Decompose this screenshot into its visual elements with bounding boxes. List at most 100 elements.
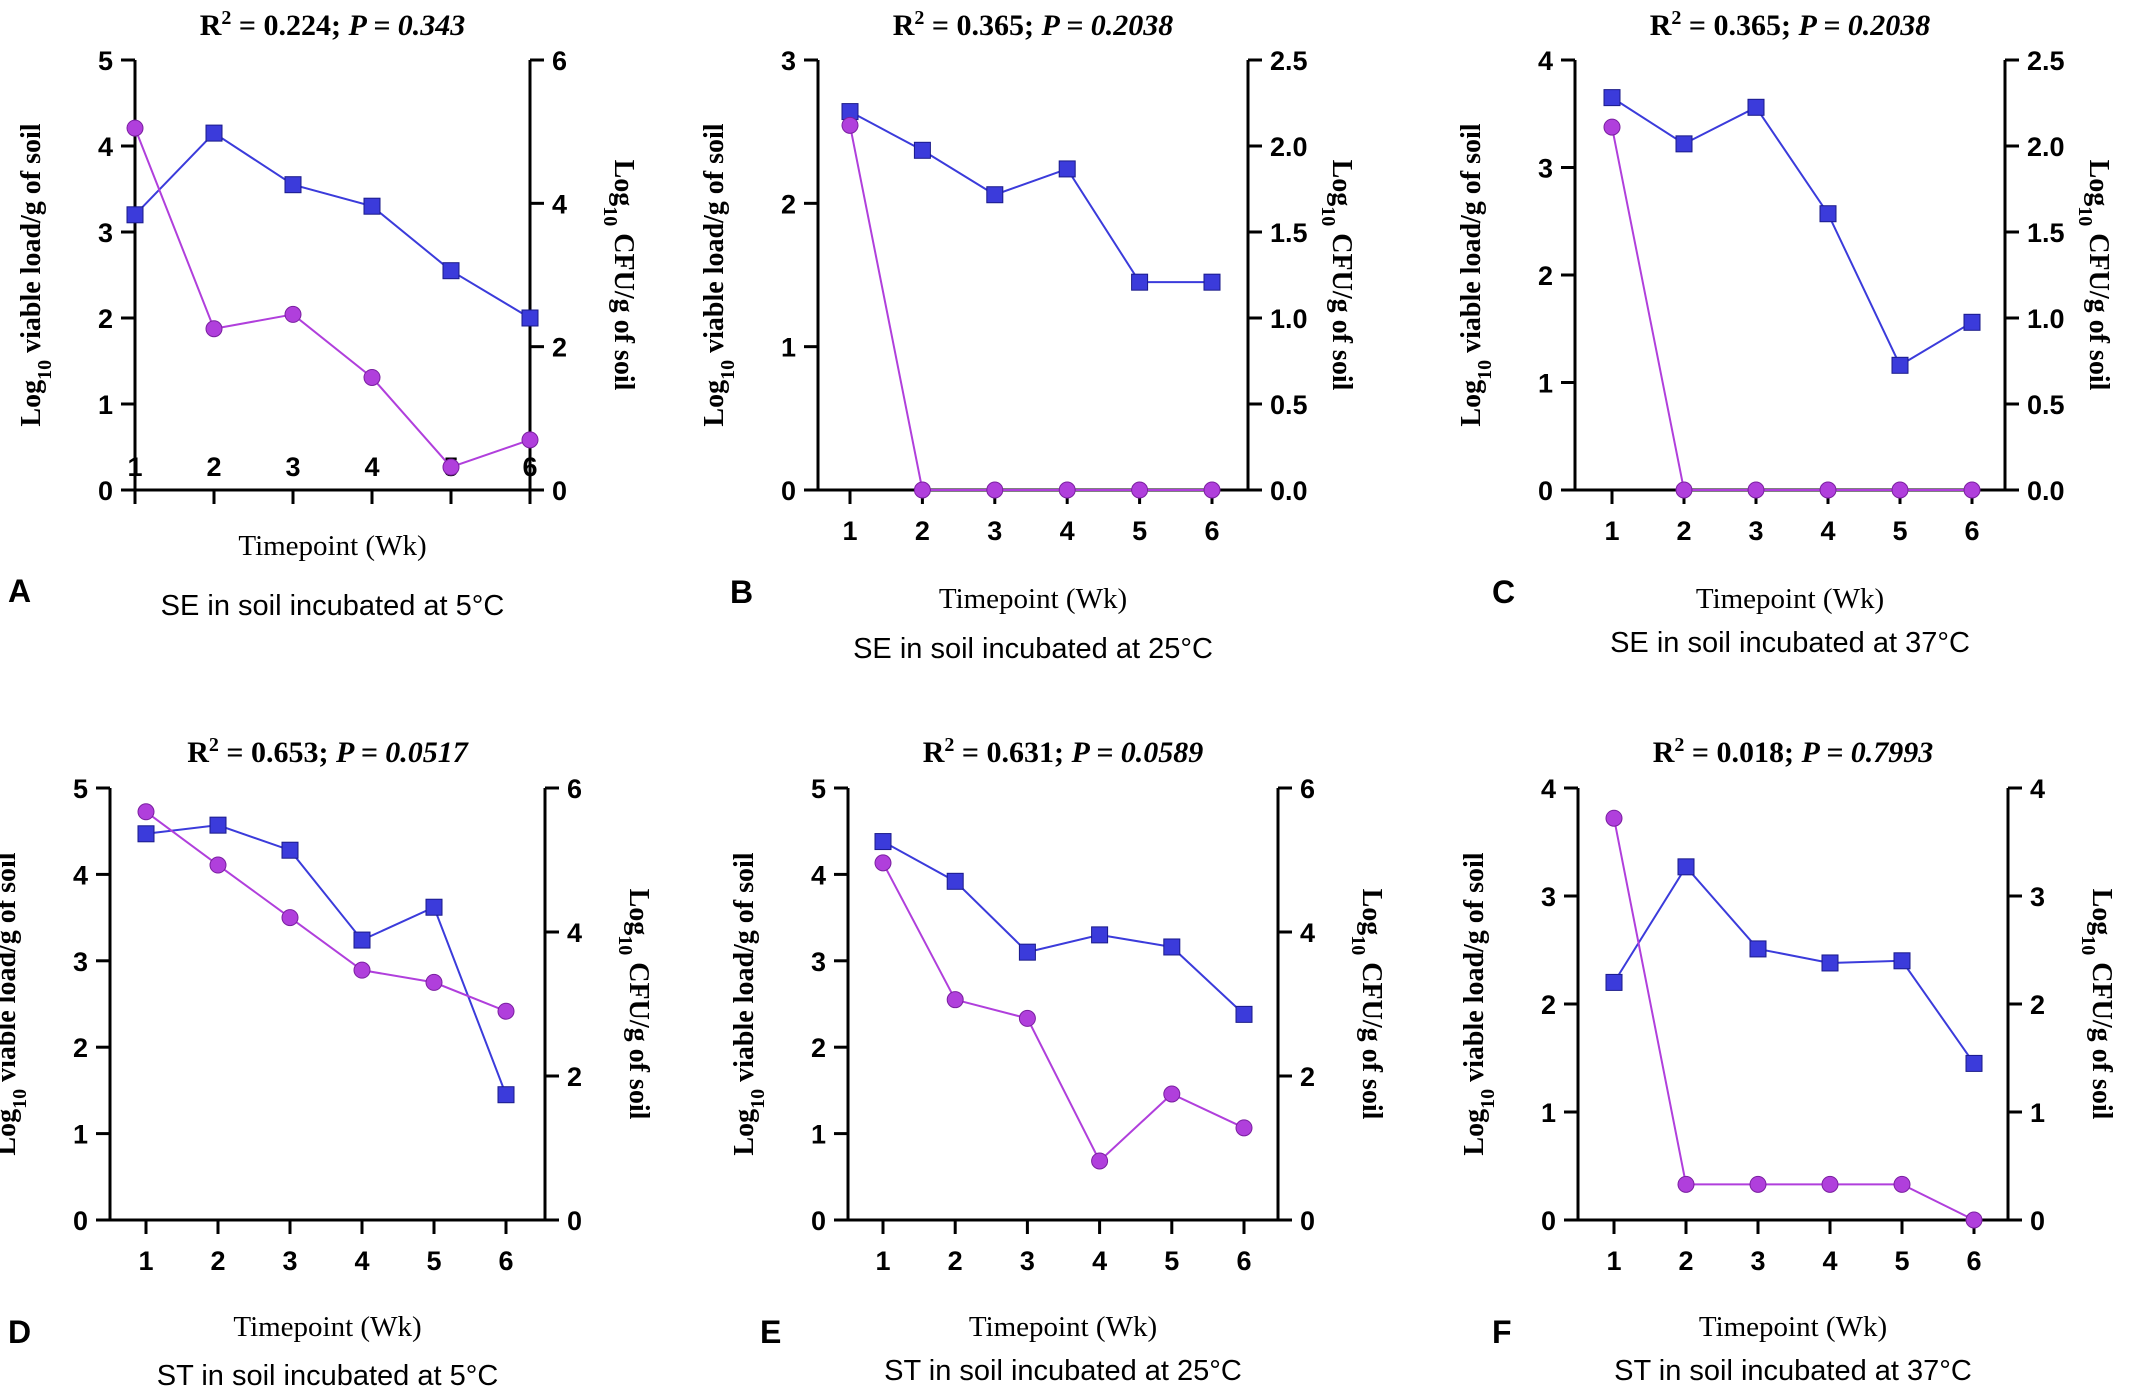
cfu-point [1891,481,1909,499]
left-y-title-subscript: 10 [1474,360,1496,380]
viable-load-point [1965,1054,1983,1072]
cfu-point [1131,481,1149,499]
x-tick-label: 6 [1964,516,1979,546]
title-r-symbol: R [200,9,222,42]
viable-load-point [126,206,144,224]
title-separator: ; [1784,736,1802,769]
cfu-point [1819,481,1837,499]
cfu-point [841,116,859,134]
viable-load-point [1203,273,1221,291]
viable-load-point [442,262,460,280]
cfu-point [1235,1119,1253,1137]
right-y-title-log: Log [2083,160,2114,207]
left-y-tick-label: 2 [98,304,113,334]
left-y-title-log: Log [729,1109,760,1156]
cfu-point [1603,118,1621,136]
cfu-series-line [145,810,507,1013]
left-y-tick-label: 4 [811,860,826,890]
x-tick-label: 5 [1164,1246,1179,1276]
right-y-tick-label: 4 [552,189,567,219]
right-y-tick-label: 0.5 [2027,390,2065,420]
title-r2-value: 0.631 [986,736,1054,769]
left-y-axis-title: Log10 viable load/g of soil [699,123,739,426]
title-r2-value: 0.365 [1713,9,1781,42]
left-y-tick-label: 3 [811,947,826,977]
title-p-value: 0.2038 [1848,9,1931,42]
viable-load-point [521,309,539,327]
title-r-symbol: R [187,736,209,769]
right-y-title-subscript: 10 [599,206,621,226]
cfu-point [1675,481,1693,499]
left-y-axis-title: Log10 viable load/g of soil [1456,123,1496,426]
x-tick-label: 1 [127,452,142,482]
cfu-point [281,909,299,927]
viable-load-point [497,1086,515,1104]
left-y-tick-label: 0 [73,1206,88,1236]
viable-load-point [1677,858,1695,876]
x-tick-label: 3 [285,452,300,482]
right-y-title-text: CFU/g of soil [623,955,654,1119]
left-y-tick-label: 1 [73,1120,88,1150]
left-y-tick-label: 1 [781,333,796,363]
title-r-symbol: R [1653,736,1675,769]
x-tick-label: 2 [206,452,221,482]
cfu-series-line [1611,126,1972,491]
viable-load-series-line [849,110,1212,284]
left-y-title-subscript: 10 [1477,1089,1499,1109]
cfu-series-line [1613,818,1975,1221]
title-p-symbol: P [1797,9,1817,42]
x-tick-label: 3 [1020,1246,1035,1276]
chart-title: R2 = 0.224; P = 0.343 [200,7,466,42]
panel-letter: C [1492,574,1515,610]
right-y-title-subscript: 10 [1317,206,1339,226]
viable-load-point [1235,1005,1253,1023]
cfu-point [363,368,381,386]
x-tick-label: 5 [1892,516,1907,546]
viable-load-point [209,816,227,834]
right-y-tick-label: 2 [567,1062,582,1092]
panel-letter: A [8,573,31,609]
right-y-tick-label: 0 [567,1206,582,1236]
title-p-symbol: P [1070,736,1090,769]
left-y-tick-label: 5 [73,774,88,804]
right-y-axis-title: Log10 CFU/g of soil [1317,160,1357,391]
right-y-title-text: CFU/g of soil [2083,226,2114,390]
right-y-title-subscript: 10 [2077,935,2099,955]
title-p-value: 0.0589 [1121,736,1204,769]
left-y-title-text: viable load/g of soil [0,852,22,1089]
left-y-tick-label: 0 [781,476,796,506]
left-y-axis-title: Log10 viable load/g of soil [1459,852,1499,1155]
viable-load-point [284,176,302,194]
cfu-point [1605,809,1623,827]
left-y-tick-label: 0 [98,476,113,506]
cfu-point [946,991,964,1009]
viable-load-series-line [134,131,531,319]
title-p-equals: = [353,736,385,769]
title-separator: ; [1781,9,1799,42]
cfu-point [1091,1152,1109,1170]
viable-load-point [1819,205,1837,223]
x-tick-label: 1 [875,1246,890,1276]
viable-load-point [946,872,964,890]
title-equals: = [1684,736,1716,769]
right-y-tick-label: 4 [2030,774,2045,804]
left-y-axis-title: Log10 viable load/g of soil [729,852,769,1155]
chart-title: R2 = 0.018; P = 0.7993 [1653,734,1934,769]
viable-load-point [1749,940,1767,958]
viable-load-point [1675,135,1693,153]
x-tick-label: 2 [210,1246,225,1276]
left-y-axis-title: Log10 viable load/g of soil [0,852,31,1155]
right-y-tick-label: 0.5 [1270,390,1308,420]
x-tick-label: 4 [1820,516,1835,546]
viable-load-point [986,186,1004,204]
x-tick-label: 6 [1966,1246,1981,1276]
right-y-title-subscript: 10 [1347,935,1369,955]
cfu-series-line [849,125,1212,491]
title-r-symbol: R [923,736,945,769]
cfu-point [442,458,460,476]
left-y-tick-label: 2 [73,1033,88,1063]
right-y-tick-label: 2 [1300,1062,1315,1092]
